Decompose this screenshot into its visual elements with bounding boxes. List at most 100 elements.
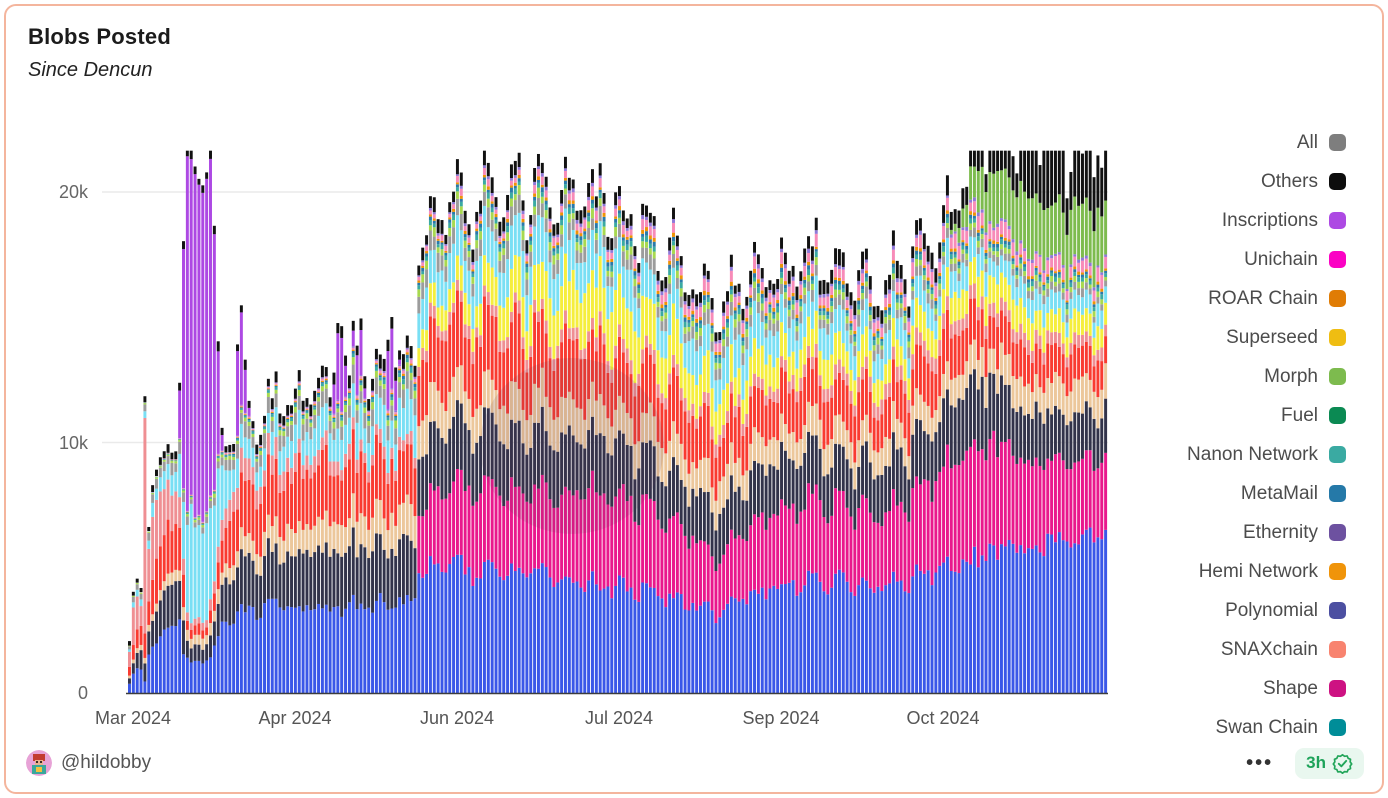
bar-segment[interactable] <box>139 587 143 593</box>
bar-segment[interactable] <box>988 251 992 258</box>
bar-segment[interactable] <box>471 351 475 365</box>
bar-segment[interactable] <box>201 649 205 664</box>
bar-segment[interactable] <box>988 372 992 439</box>
bar-segment[interactable] <box>336 406 340 409</box>
bar-segment[interactable] <box>1038 281 1042 287</box>
bar-segment[interactable] <box>286 405 290 416</box>
bar-segment[interactable] <box>413 516 417 549</box>
bar-segment[interactable] <box>864 368 868 415</box>
bar-segment[interactable] <box>853 529 857 596</box>
bar-segment[interactable] <box>131 645 135 660</box>
bar-segment[interactable] <box>332 428 336 440</box>
bar-segment[interactable] <box>780 252 784 264</box>
bar-segment[interactable] <box>263 415 266 424</box>
bar-segment[interactable] <box>787 297 791 301</box>
bar-segment[interactable] <box>837 331 841 360</box>
bar-segment[interactable] <box>317 377 321 389</box>
bar-segment[interactable] <box>976 247 980 255</box>
bar-segment[interactable] <box>637 525 641 602</box>
bar-segment[interactable] <box>1030 259 1034 263</box>
bar-segment[interactable] <box>768 330 772 355</box>
bar-segment[interactable] <box>394 414 398 416</box>
bar-segment[interactable] <box>729 270 733 282</box>
bar-segment[interactable] <box>645 347 648 414</box>
bar-segment[interactable] <box>193 625 197 635</box>
bar-segment[interactable] <box>494 217 498 220</box>
bar-segment[interactable] <box>945 217 949 224</box>
bar-segment[interactable] <box>722 554 726 610</box>
bar-segment[interactable] <box>540 173 544 177</box>
bar-segment[interactable] <box>143 404 147 412</box>
bar-segment[interactable] <box>737 314 741 322</box>
bar-segment[interactable] <box>563 156 567 169</box>
bar-segment[interactable] <box>837 265 841 269</box>
bar-segment[interactable] <box>409 504 413 541</box>
bar-segment[interactable] <box>513 571 517 693</box>
bar-segment[interactable] <box>1053 454 1057 543</box>
bar-segment[interactable] <box>880 338 884 342</box>
bar-segment[interactable] <box>1080 274 1084 278</box>
bar-segment[interactable] <box>263 427 266 430</box>
bar-segment[interactable] <box>502 254 506 273</box>
bar-segment[interactable] <box>722 476 726 508</box>
bar-segment[interactable] <box>413 376 417 379</box>
bar-segment[interactable] <box>509 322 513 382</box>
bar-segment[interactable] <box>876 320 880 329</box>
bar-segment[interactable] <box>1050 272 1054 277</box>
bar-segment[interactable] <box>317 516 321 546</box>
bar-segment[interactable] <box>857 270 861 281</box>
bar-segment[interactable] <box>772 314 776 319</box>
bar-segment[interactable] <box>1023 463 1027 554</box>
bar-segment[interactable] <box>783 268 787 282</box>
bar-segment[interactable] <box>853 319 857 331</box>
bar-segment[interactable] <box>849 320 853 324</box>
bar-segment[interactable] <box>548 358 552 408</box>
bar-segment[interactable] <box>1019 545 1023 693</box>
bar-segment[interactable] <box>324 445 328 511</box>
bar-segment[interactable] <box>587 430 591 489</box>
bar-segment[interactable] <box>552 248 556 252</box>
bar-segment[interactable] <box>567 177 571 191</box>
bar-segment[interactable] <box>259 447 263 449</box>
bar-segment[interactable] <box>787 283 791 287</box>
bar-segment[interactable] <box>1038 202 1042 255</box>
bar-segment[interactable] <box>502 238 506 241</box>
bar-segment[interactable] <box>633 521 637 600</box>
bar-segment[interactable] <box>517 567 521 693</box>
bar-segment[interactable] <box>1104 529 1108 693</box>
bar-segment[interactable] <box>1011 255 1015 259</box>
bar-segment[interactable] <box>155 478 158 489</box>
bar-segment[interactable] <box>756 287 760 294</box>
bar-segment[interactable] <box>371 395 375 398</box>
bar-segment[interactable] <box>672 232 675 237</box>
bar-segment[interactable] <box>224 457 228 460</box>
bar-segment[interactable] <box>1080 272 1084 275</box>
bar-segment[interactable] <box>263 556 266 604</box>
bar-segment[interactable] <box>128 683 131 693</box>
bar-segment[interactable] <box>255 457 259 459</box>
bar-segment[interactable] <box>494 219 498 224</box>
bar-segment[interactable] <box>594 233 598 240</box>
bar-segment[interactable] <box>305 409 309 411</box>
bar-segment[interactable] <box>899 265 903 279</box>
legend-item-nanon-network[interactable]: Nanon Network <box>1096 435 1346 474</box>
bar-segment[interactable] <box>972 201 976 213</box>
bar-segment[interactable] <box>255 458 259 462</box>
bar-segment[interactable] <box>629 229 633 236</box>
bar-segment[interactable] <box>687 294 691 307</box>
bar-segment[interactable] <box>699 540 702 606</box>
bar-segment[interactable] <box>992 251 996 255</box>
bar-segment[interactable] <box>486 476 490 560</box>
bar-segment[interactable] <box>471 264 475 270</box>
bar-segment[interactable] <box>432 212 436 215</box>
bar-segment[interactable] <box>266 598 270 693</box>
bar-segment[interactable] <box>490 315 494 380</box>
bar-segment[interactable] <box>355 410 359 423</box>
bar-segment[interactable] <box>691 314 695 318</box>
bar-segment[interactable] <box>841 309 845 344</box>
bar-segment[interactable] <box>313 428 317 457</box>
bar-segment[interactable] <box>1046 330 1050 344</box>
bar-segment[interactable] <box>926 261 930 265</box>
bar-segment[interactable] <box>432 218 436 221</box>
bar-segment[interactable] <box>868 314 872 321</box>
